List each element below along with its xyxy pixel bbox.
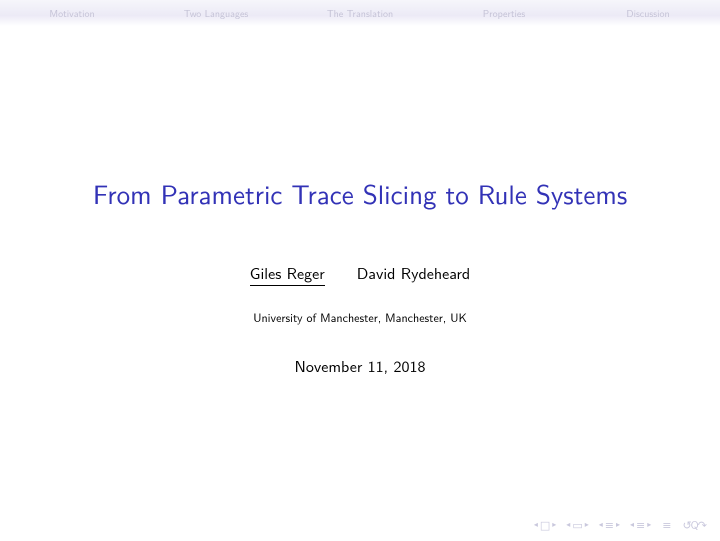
date: November 11, 2018 xyxy=(295,354,426,377)
slide-content: From Parametric Trace Slicing to Rule Sy… xyxy=(0,0,720,541)
reload-group[interactable]: ↺ Q ↷ xyxy=(682,517,706,533)
author-primary: Giles Reger xyxy=(250,261,325,286)
forward-icon: ↷ xyxy=(698,517,706,533)
triangle-left-icon: ◂ xyxy=(566,521,570,529)
back-icon: ↺ xyxy=(682,517,690,533)
triangle-right-icon: ▸ xyxy=(616,521,620,529)
beamer-nav-controls: ◂ □ ▸ ◂ ▭ ▸ ◂ ≡ ▸ ◂ ≡ ▸ ≡ ↺ Q ↷ xyxy=(534,517,706,533)
affiliation: University of Manchester, Manchester, UK xyxy=(253,308,467,326)
triangle-right-icon: ▸ xyxy=(647,521,651,529)
subsection-icon: ≡ xyxy=(635,520,646,531)
search-icon: Q xyxy=(691,517,698,533)
frame-icon: ▭ xyxy=(571,520,583,531)
triangle-left-icon: ◂ xyxy=(599,521,603,529)
author-secondary: David Rydeheard xyxy=(357,261,471,284)
nav-section-group[interactable]: ◂ ≡ ▸ xyxy=(599,520,620,531)
nav-subsection-group[interactable]: ◂ ≡ ▸ xyxy=(630,520,651,531)
authors-line: Giles Reger David Rydeheard xyxy=(250,261,470,284)
slide-title: From Parametric Trace Slicing to Rule Sy… xyxy=(93,174,627,213)
nav-home-group[interactable]: ◂ □ ▸ xyxy=(534,520,556,531)
triangle-right-icon: ▸ xyxy=(585,521,589,529)
nav-frame-group[interactable]: ◂ ▭ ▸ xyxy=(566,520,588,531)
triangle-right-icon: ▸ xyxy=(552,521,556,529)
triangle-left-icon: ◂ xyxy=(630,521,634,529)
triangle-left-icon: ◂ xyxy=(534,521,538,529)
section-icon: ≡ xyxy=(604,520,615,531)
menu-icon[interactable]: ≡ xyxy=(661,520,672,531)
home-icon: □ xyxy=(539,520,551,531)
